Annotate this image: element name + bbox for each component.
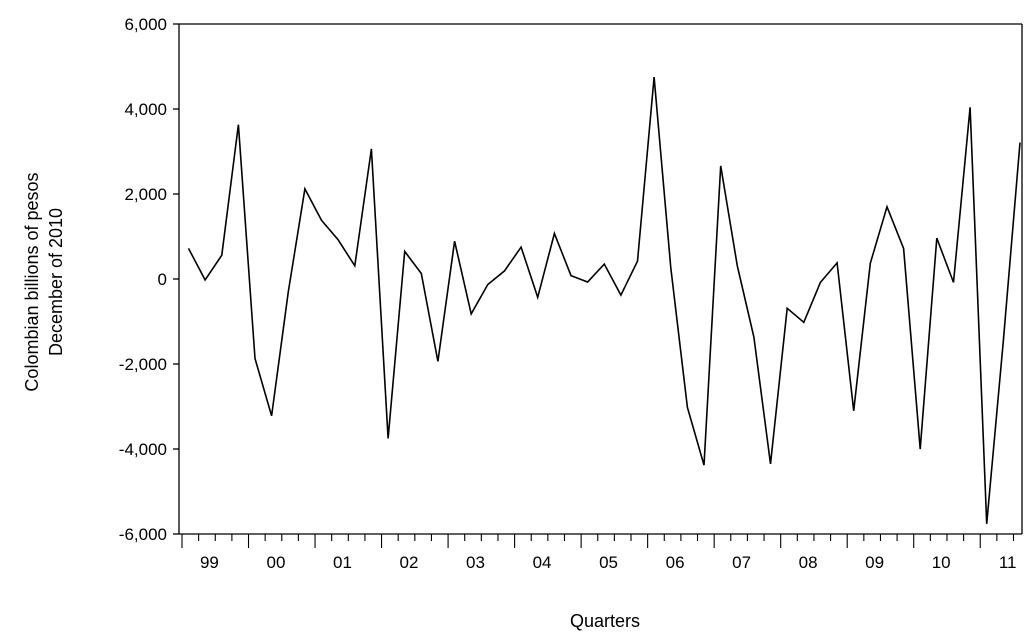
- x-tick-label: 05: [599, 553, 618, 572]
- x-tick-label: 04: [533, 553, 552, 572]
- y-axis-title-line-2: December of 2010: [46, 208, 66, 356]
- x-axis: 99 00 01 02 03 04 05 06 07 08 09 10 11: [181, 534, 1017, 572]
- y-tick-label: 2,000: [124, 185, 167, 204]
- series-group: [187, 77, 1021, 524]
- x-tick-label: 09: [865, 553, 884, 572]
- y-tick-label: 6,000: [124, 15, 167, 34]
- x-tick-label: 00: [266, 553, 285, 572]
- series-line: [187, 77, 1021, 524]
- y-tick-label: -2,000: [119, 355, 167, 374]
- y-tick-label: 0: [158, 270, 167, 289]
- y-tick-label: 4,000: [124, 100, 167, 119]
- x-tick-label: 02: [400, 553, 419, 572]
- x-tick-label: 08: [799, 553, 818, 572]
- plot-frame: [178, 23, 1023, 535]
- x-tick-label: 06: [666, 553, 685, 572]
- y-axis-title-line-1: Colombian billions of pesos: [22, 172, 42, 391]
- y-axis: 6,000 4,000 2,000 0 -2,000 -4,000 -6,000: [119, 15, 179, 544]
- x-tick-label: 01: [333, 553, 352, 572]
- x-axis-title: Quarters: [570, 611, 640, 631]
- y-tick-label: -6,000: [119, 525, 167, 544]
- x-tick-label: 03: [466, 553, 485, 572]
- x-tick-label: 11: [999, 553, 1017, 572]
- y-tick-label: -4,000: [119, 440, 167, 459]
- x-tick-label: 10: [932, 553, 951, 572]
- x-tick-label: 99: [200, 553, 219, 572]
- x-tick-label: 07: [732, 553, 751, 572]
